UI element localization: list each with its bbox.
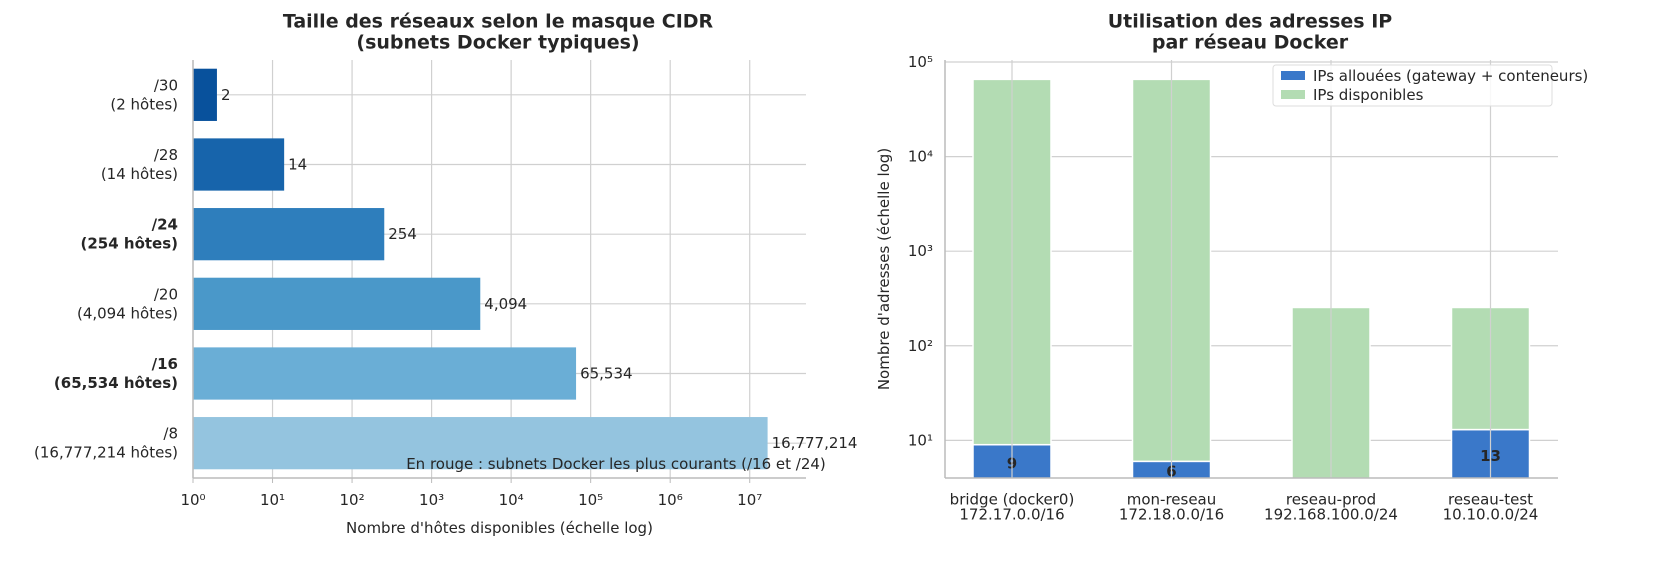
x-tick-label: reseau-prod 192.168.100.0/24 — [1264, 490, 1398, 523]
y-tick-label: 10² — [908, 336, 933, 354]
value-label: 65,534 — [580, 364, 633, 382]
x-tick-label: bridge (docker0) 172.17.0.0/16 — [950, 490, 1075, 523]
x-tick-label: 10⁷ — [737, 491, 762, 509]
bar — [193, 277, 481, 330]
bar — [193, 417, 768, 470]
x-tick-label: 10⁴ — [499, 491, 524, 509]
value-label: 4,094 — [484, 294, 527, 312]
bar — [193, 68, 217, 121]
x-tick-label: mon-reseau 172.18.0.0/16 — [1119, 490, 1224, 523]
y-tick-label: /30 (2 hôtes) — [110, 76, 178, 113]
x-tick-label: 10⁰ — [180, 491, 205, 509]
y-tick-label: /16 (65,534 hôtes) — [54, 355, 178, 392]
y-axis-label: Nombre d'adresses (échelle log) — [875, 148, 893, 390]
x-tick-label: 10² — [340, 491, 365, 509]
y-tick-label: 10³ — [908, 242, 933, 260]
legend-label: IPs allouées (gateway + conteneurs) — [1313, 67, 1588, 85]
value-label: 16,777,214 — [772, 434, 858, 452]
legend-swatch — [1281, 90, 1305, 99]
y-tick-label: /8 (16,777,214 hôtes) — [34, 424, 178, 461]
x-tick-label: 10³ — [419, 491, 444, 509]
legend-box — [1272, 64, 1553, 107]
bar — [193, 138, 285, 191]
y-tick-label: /28 (14 hôtes) — [101, 146, 178, 183]
x-tick-label: reseau-test 10.10.0.0/24 — [1443, 490, 1539, 523]
x-tick-label: 10⁶ — [658, 491, 683, 509]
legend-label: IPs disponibles — [1313, 86, 1424, 104]
chart-title: Taille des réseaux selon le masque CIDR(… — [283, 10, 714, 53]
value-label: 2 — [221, 85, 231, 103]
y-tick-label: 10⁴ — [908, 147, 933, 165]
bar — [193, 208, 385, 261]
y-tick-label: /20 (4,094 hôtes) — [77, 285, 178, 322]
x-tick-label: 10⁵ — [578, 491, 603, 509]
annotation: En rouge : subnets Docker les plus coura… — [406, 455, 826, 473]
x-axis-label: Nombre d'hôtes disponibles (échelle log) — [346, 519, 653, 537]
x-tick-label: 10¹ — [260, 491, 285, 509]
bar — [193, 347, 577, 400]
y-tick-label: 10⁵ — [908, 53, 933, 71]
legend-swatch — [1281, 71, 1305, 80]
y-tick-label: /24 (254 hôtes) — [81, 215, 179, 252]
y-tick-label: 10¹ — [908, 431, 933, 449]
value-label: 254 — [388, 225, 417, 243]
chart-title: Utilisation des adresses IP par réseau Do… — [1108, 10, 1393, 53]
value-label: 14 — [288, 155, 307, 173]
